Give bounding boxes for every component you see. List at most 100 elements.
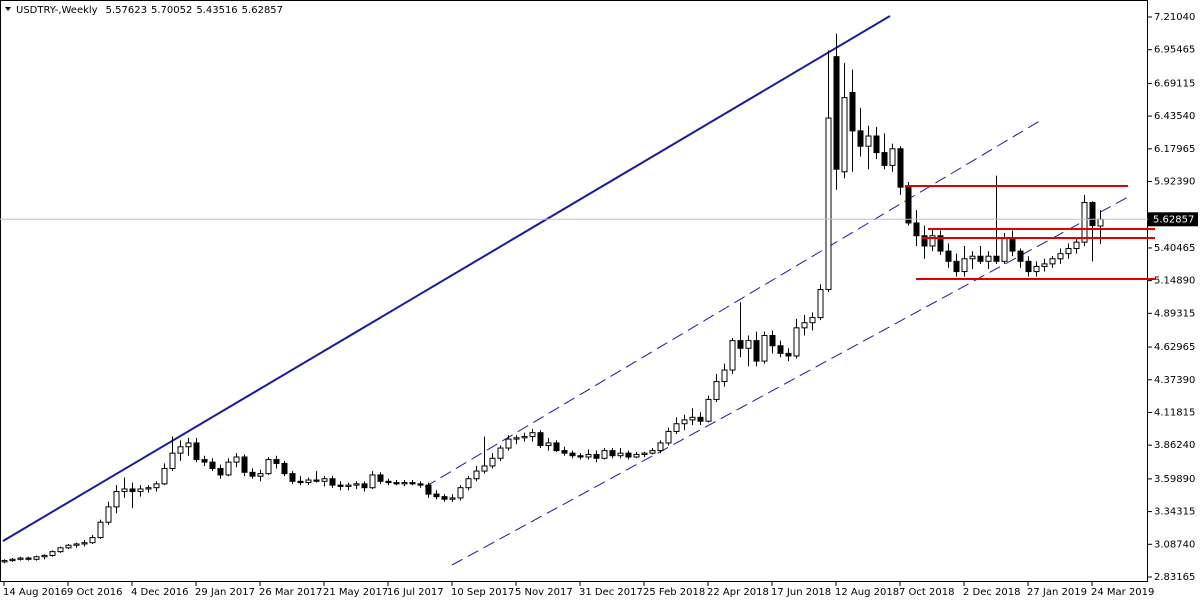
candle-body [385,480,392,484]
candle-body [1065,248,1072,255]
x-tick-label: 22 Apr 2018 [707,587,769,598]
y-tick-label: 4.89315 [1154,308,1195,319]
candle-body [969,255,976,260]
candle-body [305,479,312,484]
candle-body [865,135,872,147]
y-tick-label: 6.95465 [1154,45,1195,56]
candle-body [417,483,424,486]
candle-body [177,446,184,454]
candle-body [345,484,352,487]
x-tick-label: 27 Jan 2019 [1027,587,1087,598]
x-tick-label: 14 Aug 2016 [3,587,67,598]
candle-body [665,430,672,444]
y-tick-label: 3.34315 [1154,507,1195,518]
chart-title: USDTRY-,Weekly [16,5,98,16]
candle-body [473,470,480,480]
channel-line [424,118,1044,488]
candle-body [721,369,728,383]
candle-body [145,487,152,490]
candle-body [785,352,792,357]
candle-body [353,483,360,486]
candle-body [297,480,304,484]
candle-body [289,473,296,482]
candle-body [241,456,248,473]
candle-body [697,416,704,422]
candle-body [9,558,16,562]
candle-body [409,482,416,485]
candle-body [33,556,40,560]
candle-body [1009,237,1016,252]
candle-body [257,473,264,477]
candle-body [449,497,456,500]
candle-body [265,459,272,475]
candle-body [705,398,712,422]
candle-body [273,459,280,464]
candle-body [513,437,520,440]
candle-body [817,288,824,319]
trend-line [2,15,891,542]
candle-body [585,453,592,458]
candle-body [497,447,504,459]
candle-body [745,340,752,349]
candle-body [569,452,576,457]
candle-body [1033,265,1040,273]
x-tick-label: 31 Dec 2017 [579,587,643,598]
candle-body [577,455,584,458]
candle-body [57,547,64,553]
candle-body [801,322,808,329]
candle-body [681,419,688,425]
candle-body [337,484,344,487]
candle-body [793,327,800,357]
x-tick-label: 17 Jun 2018 [771,587,831,598]
candle-body [457,487,464,499]
candle-body [857,130,864,147]
y-tick-label: 5.14890 [1154,276,1195,287]
candle-body [313,479,320,482]
candle-body [361,483,368,489]
candle-body [441,496,448,500]
candle-body [233,456,240,463]
candle-body [153,483,160,489]
y-tick-label: 4.62965 [1154,342,1195,353]
candle-body [833,56,840,170]
y-tick-label: 4.11815 [1154,407,1195,418]
y-tick-label: 3.08740 [1154,539,1195,550]
candle-body [561,450,568,454]
ohlc-close: 5.62857 [242,5,283,16]
candle-body [129,488,136,493]
candle-body [369,474,376,489]
candle-body [625,452,632,458]
candle-body [985,255,992,262]
candle-body [1097,218,1104,227]
candle-body [545,442,552,446]
candle-body [553,442,560,452]
x-tick-label: 16 Jul 2017 [387,587,444,598]
candle-body [889,148,896,166]
candle-body [1057,253,1064,260]
candle-body [601,450,608,459]
candle-body [121,488,128,493]
candle-body [193,442,200,461]
candle-body [977,255,984,262]
candle-body [377,474,384,482]
candle-body [993,255,1000,262]
candle-body [1001,237,1008,262]
x-tick-label: 25 Feb 2018 [643,587,705,598]
candle-body [849,92,856,132]
candle-body [1081,201,1088,243]
candle-body [113,491,120,508]
candle-body [25,557,32,560]
candle-body [617,452,624,457]
candle-body [929,235,936,247]
candle-body [657,442,664,452]
candle-body [401,482,408,485]
candle-body [281,462,288,475]
x-tick-label: 7 Oct 2018 [899,587,954,598]
x-tick-label: 5 Nov 2017 [515,587,573,598]
candle-body [841,97,848,173]
candle-body [81,542,88,545]
x-tick-label: 10 Sep 2017 [451,587,514,598]
candle-body [777,345,784,354]
candle-body [633,453,640,458]
